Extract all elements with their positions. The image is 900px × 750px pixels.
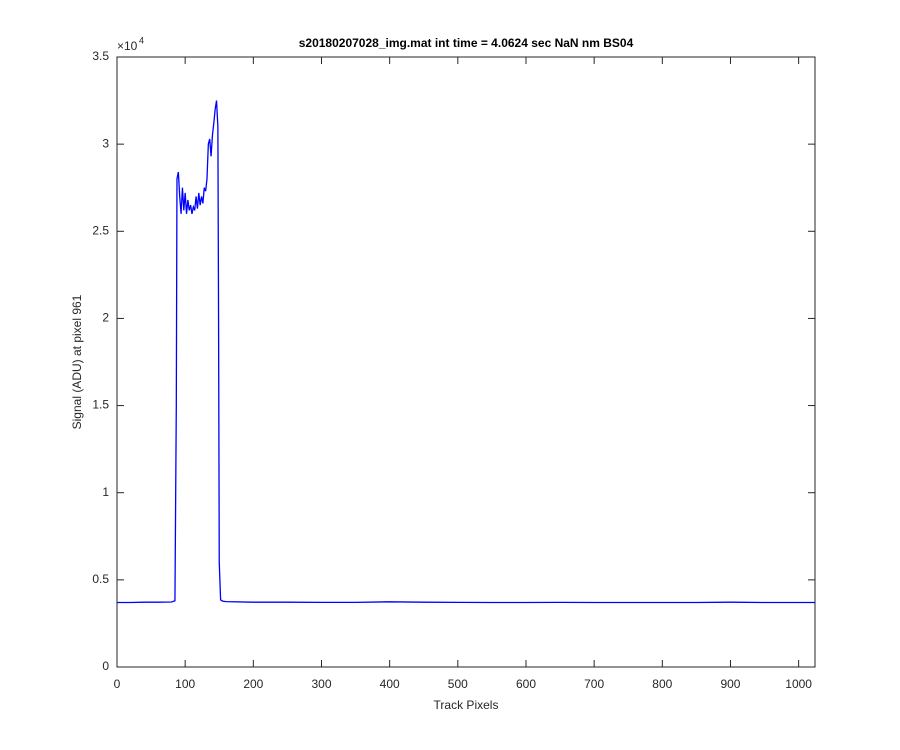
- y-tick-label: 0.5: [92, 572, 109, 586]
- y-multiplier: ×10: [117, 39, 138, 53]
- y-tick-label: 0: [102, 659, 109, 673]
- chart-title: s20180207028_img.mat int time = 4.0624 s…: [299, 36, 634, 50]
- y-tick-label: 1.5: [92, 398, 109, 412]
- y-tick-label: 2.5: [92, 223, 109, 237]
- x-tick-label: 500: [448, 677, 468, 691]
- x-tick-label: 800: [652, 677, 672, 691]
- x-tick-label: 900: [720, 677, 740, 691]
- y-multiplier-exponent: 4: [139, 35, 144, 45]
- y-tick-label: 1: [102, 485, 109, 499]
- x-tick-label: 600: [516, 677, 536, 691]
- y-tick-label: 3.5: [92, 49, 109, 63]
- x-tick-label: 400: [380, 677, 400, 691]
- x-tick-label: 700: [584, 677, 604, 691]
- y-tick-label: 3: [102, 136, 109, 150]
- x-tick-label: 0: [114, 677, 121, 691]
- data-line: [117, 100, 815, 604]
- x-tick-label: 100: [175, 677, 195, 691]
- plot-frame: [116, 56, 816, 668]
- x-tick-label: 200: [243, 677, 263, 691]
- x-axis-label: Track Pixels: [434, 698, 499, 712]
- y-tick-label: 2: [102, 311, 109, 325]
- x-tick-label: 1000: [785, 677, 812, 691]
- y-axis-label: Signal (ADU) at pixel 961: [70, 294, 84, 429]
- x-tick-label: 300: [311, 677, 331, 691]
